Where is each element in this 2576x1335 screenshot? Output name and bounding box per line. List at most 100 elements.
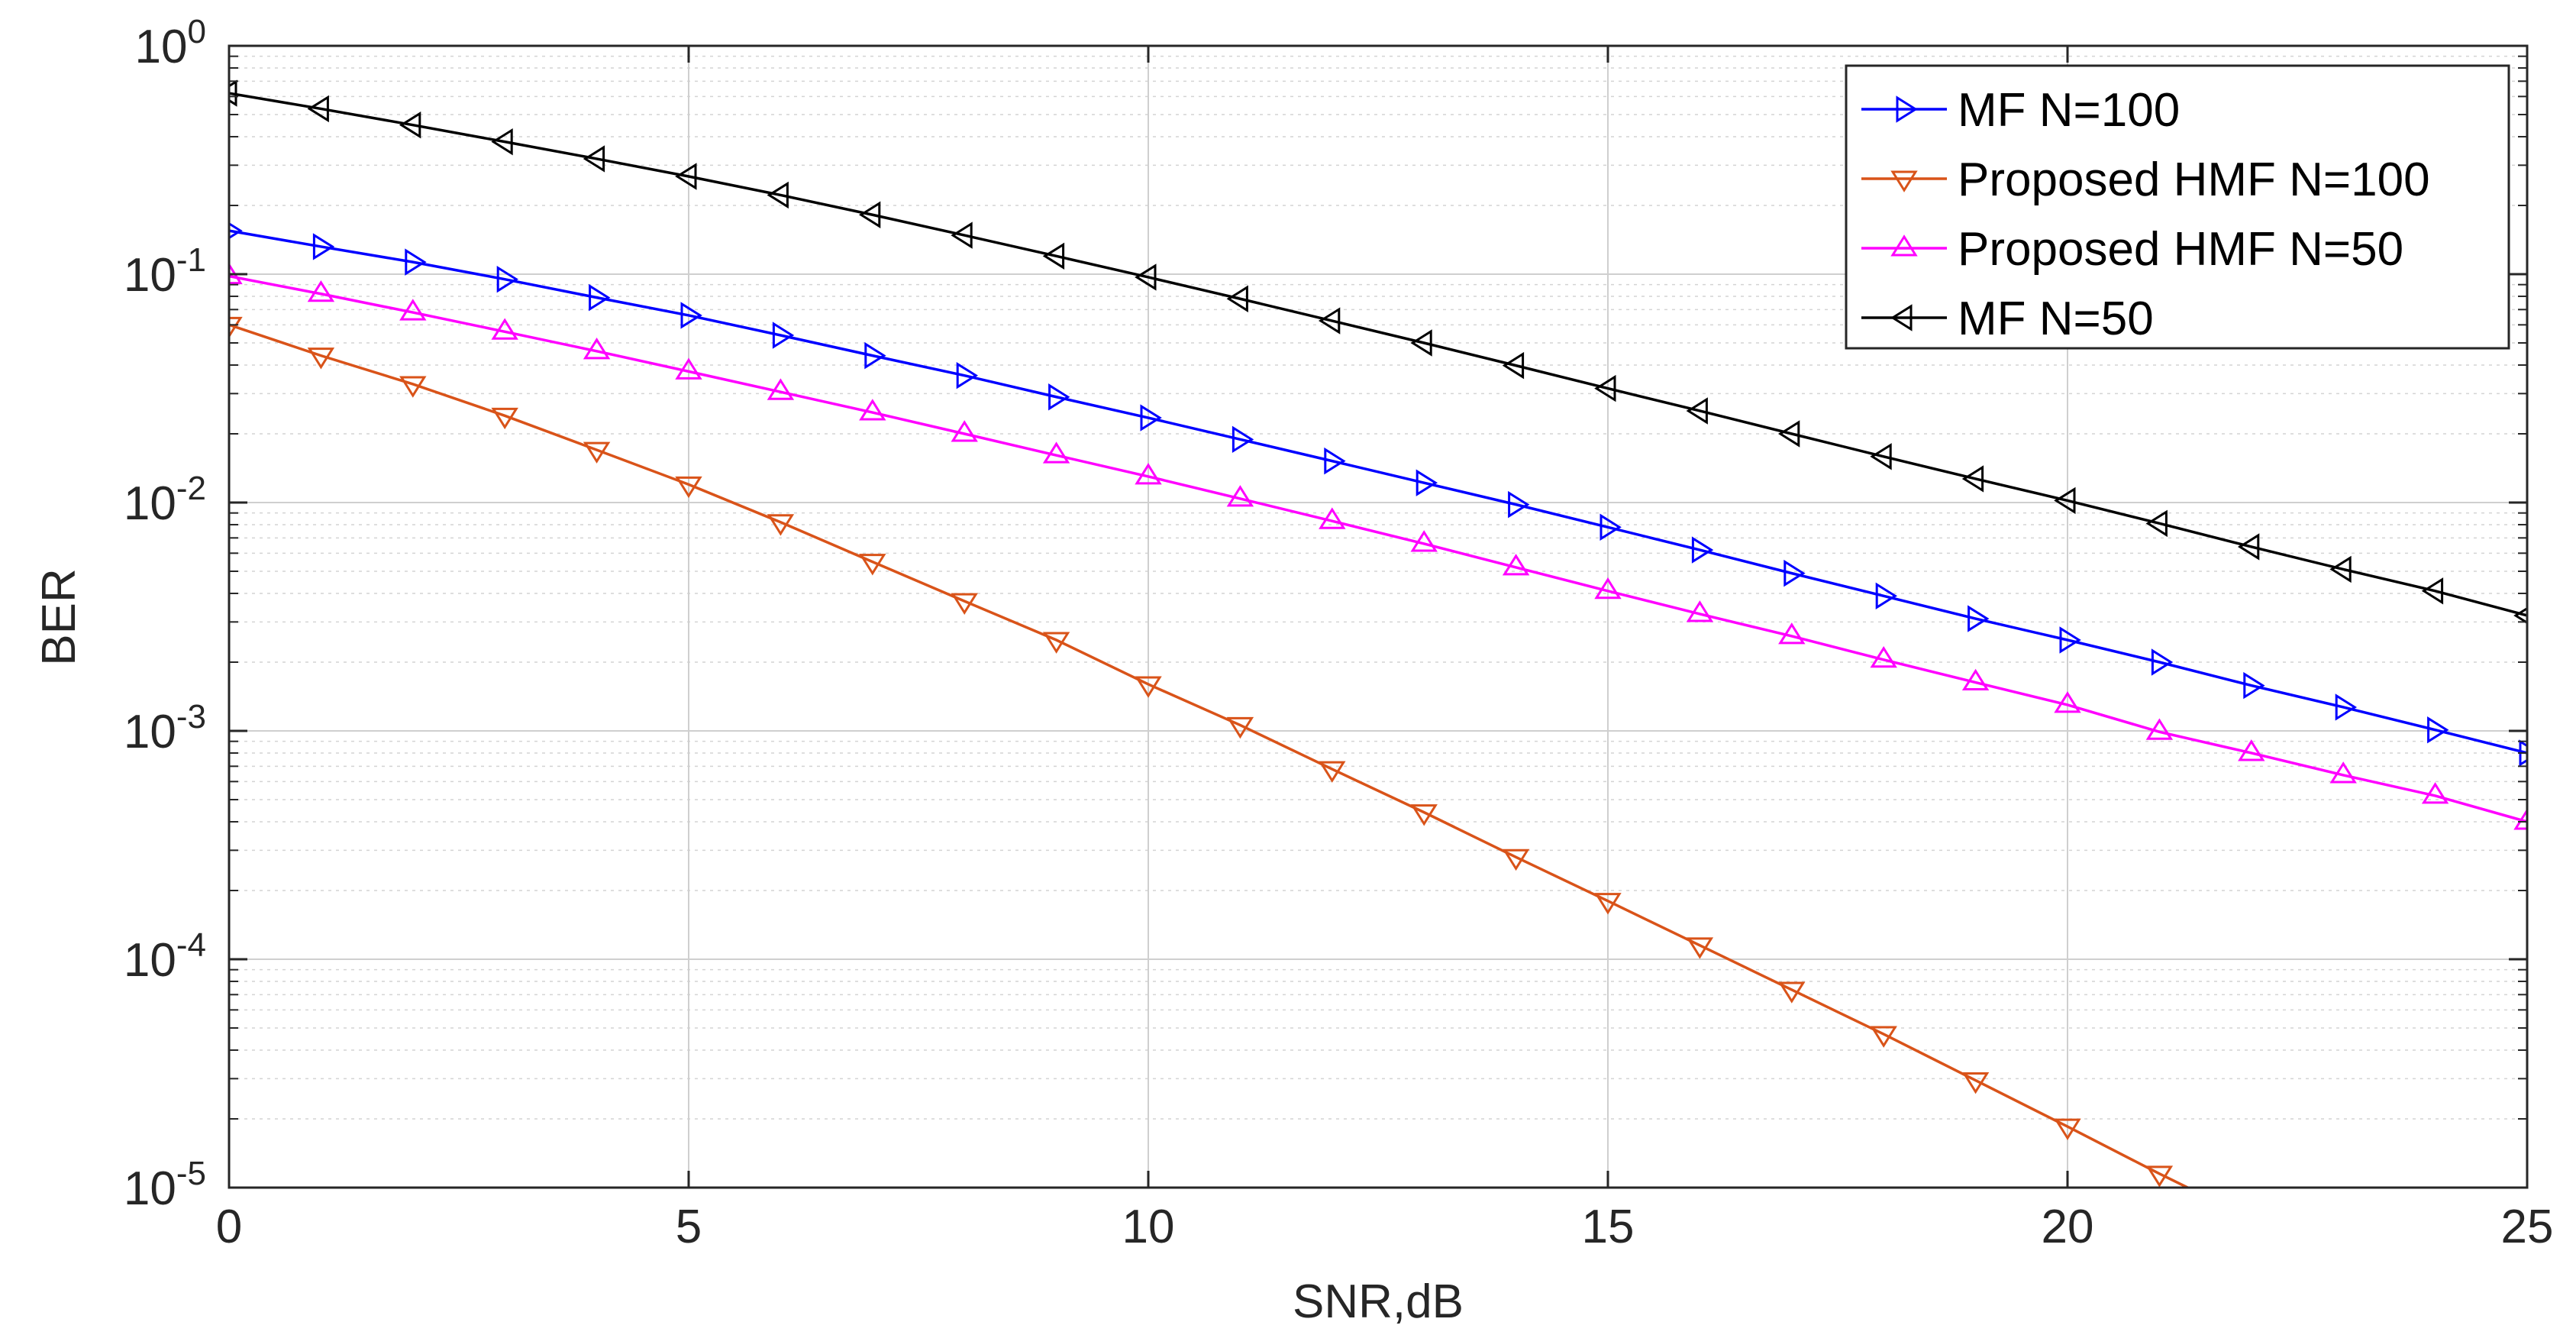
legend: MF N=100 Proposed HMF N=100 Proposed HMF N… bbox=[1845, 64, 2510, 350]
data-point bbox=[1961, 1072, 1990, 1094]
data-point bbox=[1778, 981, 1806, 1004]
data-point bbox=[1226, 716, 1254, 739]
data-point bbox=[1410, 804, 1438, 826]
data-point bbox=[858, 201, 881, 228]
data-point bbox=[1135, 263, 1157, 291]
data-point bbox=[2145, 509, 2168, 538]
series-line bbox=[229, 323, 2191, 1188]
data-point bbox=[1784, 559, 1806, 587]
legend-label: MF N=50 bbox=[1958, 293, 2154, 345]
data-point bbox=[2335, 693, 2358, 721]
data-point bbox=[864, 341, 886, 370]
plot-frame bbox=[228, 44, 2529, 1189]
data-point bbox=[1319, 761, 1346, 783]
data-point bbox=[951, 593, 978, 615]
data-point bbox=[1870, 443, 1892, 470]
data-point bbox=[2151, 648, 2174, 676]
data-point bbox=[1600, 513, 1622, 541]
data-point bbox=[1416, 469, 1438, 496]
y-tick-label: 10-3 bbox=[124, 698, 206, 758]
data-point bbox=[2237, 533, 2260, 561]
data-point bbox=[1594, 893, 1622, 915]
data-point bbox=[1140, 404, 1162, 432]
y-tick-label: 10-4 bbox=[124, 926, 206, 987]
data-point bbox=[1686, 600, 1714, 622]
data-point bbox=[1410, 530, 1438, 552]
data-point bbox=[2329, 761, 2357, 784]
data-point bbox=[956, 361, 979, 390]
data-point bbox=[2054, 1118, 2081, 1140]
series-0 bbox=[229, 221, 2527, 767]
data-point bbox=[307, 95, 329, 123]
data-point bbox=[405, 248, 427, 276]
data-point bbox=[1870, 1026, 1897, 1048]
data-point bbox=[1502, 554, 1530, 576]
minor-grid bbox=[229, 55, 2527, 1120]
data-point bbox=[1042, 632, 1070, 654]
data-point bbox=[1135, 676, 1162, 698]
data-point bbox=[1135, 463, 1162, 485]
series-1 bbox=[229, 316, 2191, 1188]
legend-label: Proposed HMF N=100 bbox=[1958, 154, 2430, 206]
data-point bbox=[491, 407, 518, 430]
legend-box bbox=[1845, 64, 2510, 350]
y-tick-label: 10-5 bbox=[124, 1155, 206, 1215]
y-tick-label: 100 bbox=[135, 13, 206, 73]
y-tick-labels: 10-5 10-4 10-3 10-2 10-1 100 bbox=[124, 13, 206, 1215]
data-point bbox=[2238, 739, 2265, 761]
x-axis-title: SNR,dB bbox=[1293, 1275, 1464, 1328]
data-point bbox=[1502, 351, 1525, 380]
data-point bbox=[1686, 397, 1708, 425]
data-point bbox=[1875, 582, 1898, 609]
data-point bbox=[1042, 242, 1065, 270]
data-point bbox=[859, 399, 886, 421]
data-point bbox=[491, 318, 518, 340]
x-tick-labels: 0 5 10 15 20 25 bbox=[216, 1201, 2554, 1253]
data-point bbox=[767, 181, 789, 209]
data-point bbox=[1226, 485, 1254, 507]
x-tick-label: 15 bbox=[1582, 1201, 1635, 1253]
x-tick-label: 10 bbox=[1122, 1201, 1175, 1253]
data-point bbox=[399, 376, 427, 398]
data-point bbox=[1048, 383, 1070, 411]
data-point bbox=[229, 221, 243, 240]
x-tick-label: 20 bbox=[2042, 1201, 2094, 1253]
data-point bbox=[1870, 645, 1897, 668]
data-point bbox=[1691, 536, 1714, 564]
data-point bbox=[767, 378, 795, 400]
data-point bbox=[229, 316, 243, 339]
data-point bbox=[2243, 671, 2265, 700]
x-tick-label: 25 bbox=[2501, 1201, 2554, 1253]
data-point bbox=[2421, 782, 2449, 804]
y-axis-title: BER bbox=[33, 568, 86, 665]
data-point bbox=[951, 221, 973, 249]
data-point bbox=[307, 347, 335, 370]
series-line bbox=[229, 92, 2527, 617]
axis-ticks bbox=[228, 44, 2529, 1189]
data-point bbox=[1042, 441, 1070, 464]
data-point bbox=[491, 128, 513, 156]
legend-marker bbox=[1890, 304, 1913, 331]
series-layer bbox=[229, 79, 2527, 1188]
x-tick-label: 0 bbox=[216, 1201, 242, 1253]
data-point bbox=[675, 476, 702, 499]
data-point bbox=[229, 79, 237, 107]
x-tick-label: 5 bbox=[676, 1201, 702, 1253]
data-point bbox=[2059, 626, 2081, 654]
legend-label: Proposed HMF N=50 bbox=[1958, 223, 2403, 276]
data-point bbox=[496, 265, 519, 293]
series-line bbox=[229, 229, 2527, 755]
data-point bbox=[772, 322, 795, 349]
data-point bbox=[2427, 716, 2449, 744]
data-point bbox=[767, 514, 795, 536]
data-point bbox=[399, 299, 427, 321]
data-point bbox=[859, 554, 886, 576]
data-point bbox=[589, 283, 611, 312]
data-point bbox=[951, 420, 978, 442]
data-point bbox=[1319, 507, 1346, 529]
data-point bbox=[1226, 285, 1248, 312]
data-point bbox=[399, 111, 421, 139]
data-point bbox=[1410, 329, 1432, 357]
data-point bbox=[1232, 425, 1254, 454]
